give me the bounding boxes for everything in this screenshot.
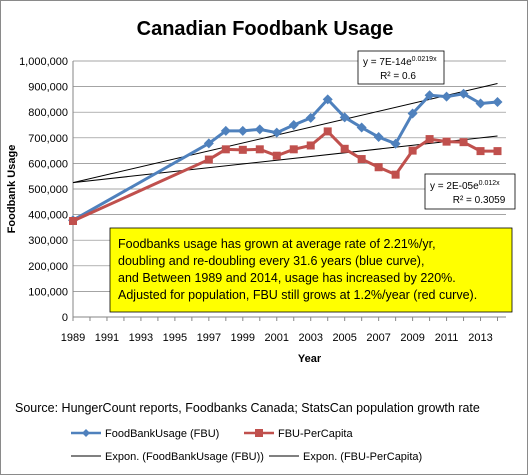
percapita-data-point [408,146,417,155]
fbu-data-point [254,124,265,135]
y-tick-label: 100,000 [28,286,68,298]
y-tick-labels: 0 100,000 200,000 300,000 400,000 500,000 600,… [19,56,68,324]
data-series [68,88,503,226]
fbu-data-point [220,125,231,136]
annotation-box: Foodbanks usage has grown at average rat… [109,227,513,313]
y-tick-label: 600,000 [28,158,68,170]
fbu-data-point [458,88,469,99]
percapita-data-point [391,170,400,179]
source-note: Source: HungerCount reports, Foodbanks C… [15,401,480,415]
percapita-data-point [493,147,502,156]
percapita-data-point [238,145,247,154]
trendline [72,83,498,184]
fbu-data-point [492,96,503,107]
x-tick-label: 1991 [95,332,119,344]
percapita-data-point [476,147,485,156]
fbu-data-point [305,112,316,123]
percapita-data-point [425,135,434,144]
x-tick-label: 2009 [400,332,424,344]
fbu-data-point [390,138,401,149]
percapita-data-point [340,144,349,153]
fbu-data-point [322,94,333,105]
percapita-data-point [306,141,315,150]
percapita-data-point [374,163,383,172]
legend-percapita-label: FBU-PerCapita [278,428,353,440]
r-squared-fbu: R² = 0.6 [380,71,416,82]
annotation-line-1: Foodbanks usage has grown at average rat… [118,237,436,251]
trendline-equation-fbu: y = 7E-14e0.0219x R² = 0.6 [357,50,445,85]
y-axis-label: Foodbank Usage [6,145,18,234]
percapita-data-point [442,137,451,146]
y-tick-label: 200,000 [28,261,68,273]
fbu-data-point [237,125,248,136]
percapita-data-point [323,127,332,136]
y-tick-label: 0 [62,312,68,324]
equation-box-fbu [357,50,445,85]
x-tick-label: 1997 [197,332,221,344]
trendline-equation-percapita: y = 2E-05e0.012x R² = 0.3059 [424,173,516,210]
legend-percapita-marker [255,429,263,437]
fbu-data-point [288,120,299,130]
percapita-data-point [357,155,366,164]
x-tick-label: 2013 [468,332,492,344]
percapita-data-point [69,217,77,225]
x-tick-label: 2011 [435,332,459,344]
fbu-data-point [441,91,452,102]
legend-fbu-label: FoodBankUsage (FBU) [105,428,219,440]
x-tick-label: 1999 [231,332,255,344]
x-tick-label: 1989 [61,332,85,344]
x-tick-label: 2005 [332,332,356,344]
percapita-data-point [204,155,213,164]
fbu-data-point [373,132,384,143]
annotation-background [109,227,513,313]
x-tick-label: 2007 [366,332,390,344]
axes [72,61,506,321]
annotation-line-2: doubling and re-doubling every 31.6 year… [118,254,424,268]
legend-fbu-marker [82,429,90,437]
percapita-data-point [221,145,230,154]
legend: FoodBankUsage (FBU) FBU-PerCapita Expon.… [71,428,422,463]
fbu-data-point [271,127,282,138]
y-tick-label: 500,000 [28,184,68,196]
legend-trend-percapita-label: Expon. (FBU-PerCapita) [303,451,422,463]
equation-text-fbu: y = 7E-14e0.0219x [363,56,437,68]
trendlines [72,83,498,184]
fbu-data-point [339,112,350,123]
y-tick-label: 800,000 [28,107,68,119]
trendline [72,135,498,184]
equation-text-percapita: y = 2E-05e0.012x [430,180,500,192]
annotation-line-4: Adjusted for population, FBU still grows… [118,288,477,302]
r-squared-percapita: R² = 0.3059 [453,195,506,206]
fbu-data-point [475,98,486,109]
legend-trend-fbu-label: Expon. (FoodBankUsage (FBU)) [105,451,264,463]
percapita-data-point [272,151,281,160]
percapita-data-point [255,145,264,154]
fbu-data-point [203,138,214,149]
x-tick-label: 2001 [265,332,289,344]
percapita-data-point [289,145,298,154]
x-tick-labels: 1989 1991 1993 1995 1997 1999 2001 2003 2005 2007… [61,332,493,344]
x-axis-label: Year [298,353,322,365]
annotation-line-3: and Between 1989 and 2014, usage has inc… [118,271,456,285]
equation-box-percapita [424,173,516,210]
y-tick-label: 700,000 [28,133,68,145]
fbu-data-point [356,122,367,133]
y-tick-label: 400,000 [28,210,68,222]
y-tick-label: 1,000,000 [19,56,68,68]
percapita-data-point [459,138,468,147]
x-tick-label: 1993 [129,332,153,344]
y-tick-label: 300,000 [28,235,68,247]
x-tick-label: 1995 [163,332,187,344]
fbu-data-point [424,90,435,101]
chart-title: Canadian Foodbank Usage [137,18,394,40]
y-tick-label: 900,000 [28,82,68,94]
fbu-data-point [407,108,418,119]
x-tick-label: 2003 [298,332,322,344]
